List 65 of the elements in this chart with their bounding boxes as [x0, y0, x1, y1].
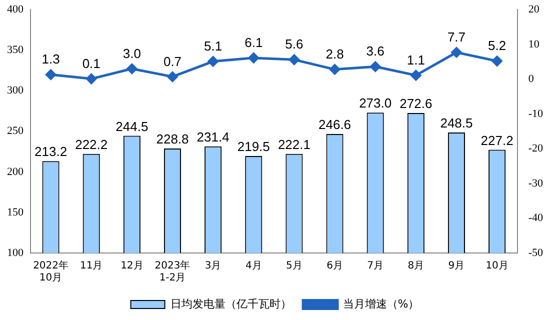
data-label: 1.1	[406, 52, 425, 68]
y-tick-label: 200	[7, 166, 24, 178]
x-tick-label: 2022年 10月	[33, 260, 69, 284]
y-tick-label: 350	[7, 44, 24, 56]
data-label: 219.5	[237, 139, 270, 154]
point	[410, 70, 422, 81]
point	[208, 56, 218, 67]
data-label: 228.8	[156, 132, 189, 147]
point	[126, 63, 138, 74]
data-label: 246.6	[318, 117, 352, 132]
y2-tick-label: -20	[528, 142, 544, 155]
y2-tick-label: -40	[528, 212, 544, 224]
y2-tick-label: -10	[528, 108, 544, 120]
data-label: 213.2	[34, 144, 68, 160]
point	[492, 56, 502, 66]
y2-tick-label: 20	[528, 3, 540, 16]
x-tick-label: 11月	[80, 260, 103, 272]
y-tick-label: 250	[7, 125, 24, 138]
point	[86, 74, 97, 84]
data-label: 5.1	[204, 38, 222, 54]
point	[370, 61, 381, 72]
legend-label: 当月增速（%）	[342, 297, 420, 310]
point	[288, 54, 300, 65]
data-label: 5.2	[488, 38, 506, 54]
y-tick-label: 300	[7, 84, 24, 97]
data-label: 272.6	[400, 96, 432, 112]
x-tick-label: 6月	[326, 260, 343, 272]
data-label: 1.3	[42, 52, 60, 67]
data-label: 6.1	[244, 35, 263, 50]
y2-tick-label: 10	[528, 38, 540, 50]
y2-tick-label: 0	[528, 73, 534, 86]
data-label: 0.7	[163, 54, 182, 69]
x-tick-label: 3月	[204, 260, 222, 272]
point	[46, 69, 56, 80]
point	[167, 71, 178, 82]
legend-label: 日均发电量（亿千瓦时）	[170, 297, 292, 310]
x-tick-label: 2023年 1-2月	[154, 260, 190, 284]
x-tick-label: 10月	[486, 260, 508, 272]
point	[248, 52, 259, 64]
data-label: 244.5	[116, 118, 148, 134]
x-tick-label: 7月	[367, 260, 384, 272]
point	[451, 47, 462, 58]
data-label: 248.5	[440, 116, 473, 131]
y-tick-label: 100	[7, 246, 24, 259]
data-label: 227.2	[480, 132, 514, 148]
y2-tick-label: -30	[528, 177, 544, 190]
data-label: 0.1	[82, 56, 100, 71]
data-label: 273.0	[359, 96, 392, 111]
data-label: 222.1	[278, 137, 310, 152]
x-tick-label: 5月	[286, 260, 302, 272]
data-label: 7.7	[447, 29, 466, 44]
x-tick-label: 12月	[120, 260, 144, 272]
y-tick-label: 150	[7, 206, 24, 218]
y2-tick-label: -50	[528, 246, 544, 259]
data-label: 5.6	[285, 36, 304, 52]
data-label: 3.0	[122, 46, 141, 61]
data-label: 2.8	[326, 46, 344, 62]
data-label: 222.2	[75, 136, 108, 152]
x-tick-label: 8月	[408, 260, 424, 272]
x-tick-label: 9月	[448, 260, 465, 272]
data-label: 3.6	[366, 44, 384, 59]
data-label: 231.4	[196, 129, 230, 144]
point	[330, 64, 340, 75]
x-tick-label: 4月	[245, 260, 262, 272]
y-tick-label: 400	[7, 3, 24, 16]
